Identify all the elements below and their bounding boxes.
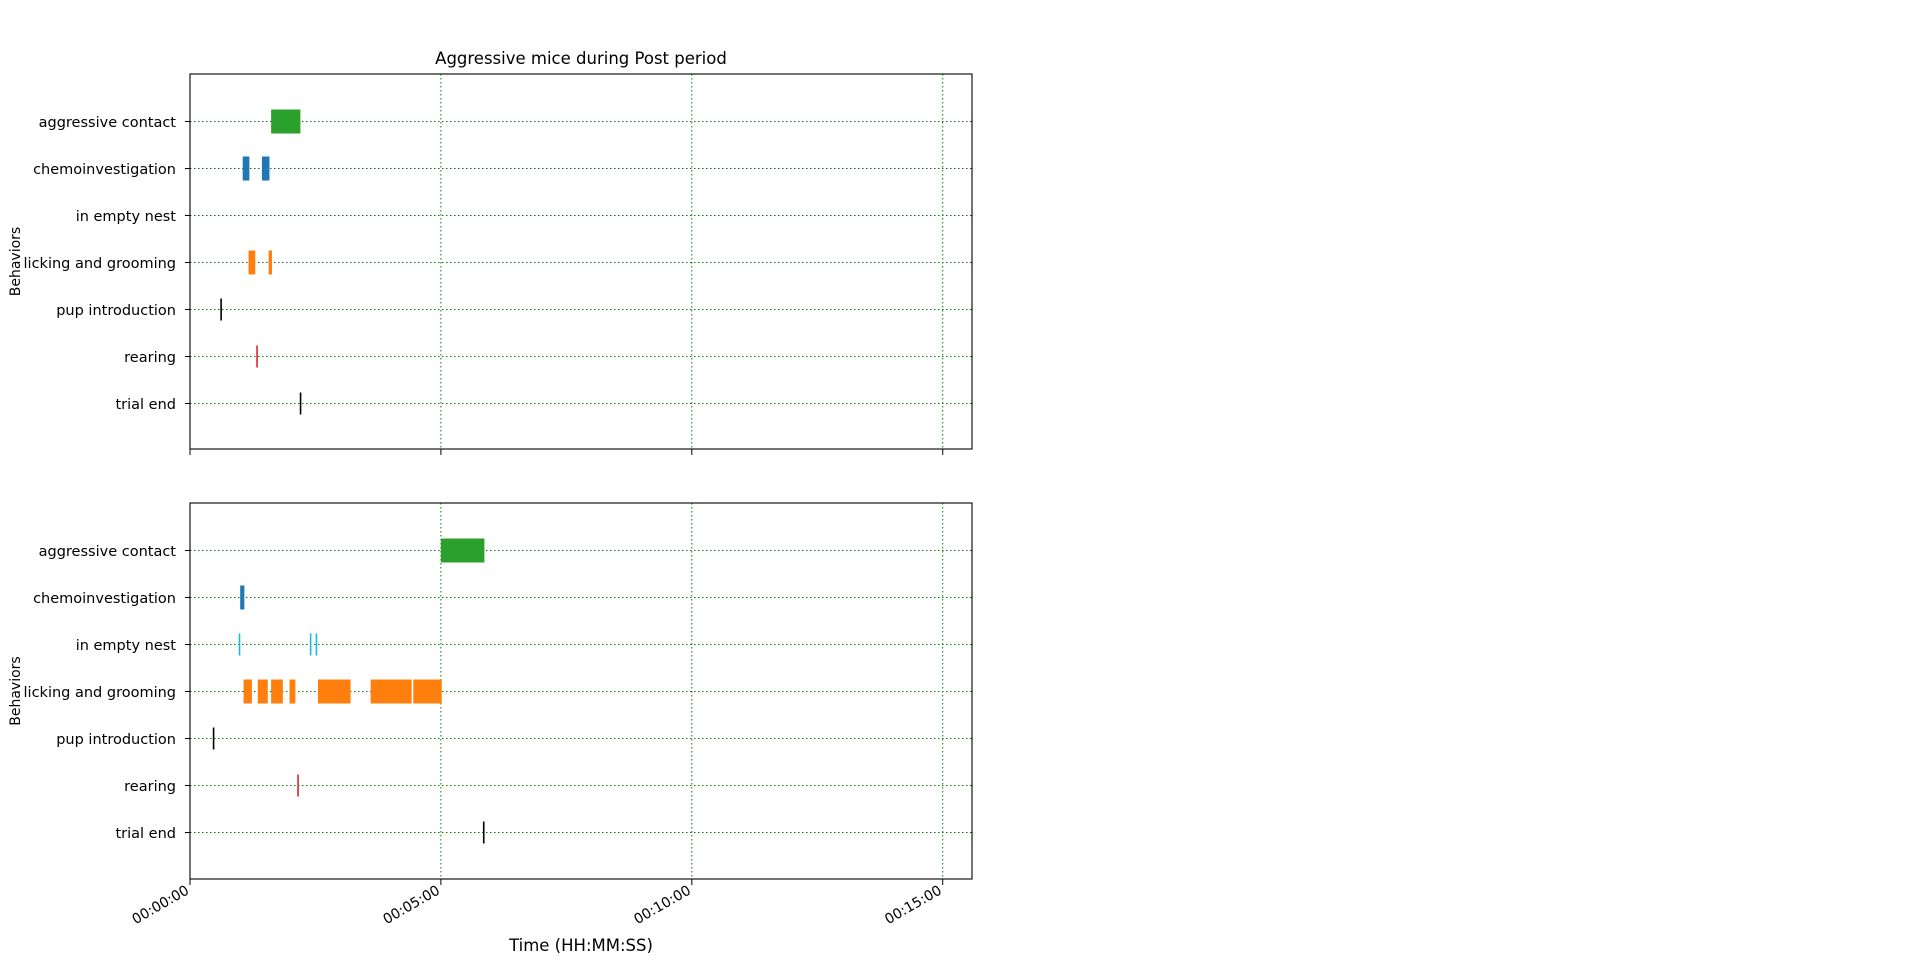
plot-frame [189, 502, 973, 880]
event-bar [289, 679, 296, 704]
event-bar [370, 679, 412, 704]
subplot-2: aggressive contact chemoinvestigation in e… [8, 502, 973, 928]
event-bar [271, 679, 283, 704]
chart-title: Aggressive mice during Post period [435, 49, 727, 68]
x-tick-label: 00:05:00 [380, 883, 442, 928]
plot-frame [189, 73, 973, 450]
event-bar [317, 679, 351, 704]
subplot-1: aggressive contact chemoinvestigation in e… [8, 73, 973, 455]
y-tick-label: chemoinvestigation [33, 591, 176, 607]
y-tick-label: pup introduction [56, 732, 176, 748]
event-bar [413, 679, 442, 704]
event-bar [261, 156, 270, 181]
x-tick-label: 00:15:00 [882, 883, 944, 928]
event-bar [268, 250, 272, 275]
x-tick-label: 00:00:00 [130, 883, 192, 928]
subplots: aggressive contact chemoinvestigation in e… [8, 73, 973, 928]
event-bar [257, 679, 268, 704]
event-bar [248, 250, 256, 275]
y-axis-label: Behaviors [8, 227, 24, 296]
y-tick-label: in empty nest [76, 209, 177, 225]
event-bar [440, 538, 485, 563]
event-bar [242, 156, 250, 181]
y-tick-label: aggressive contact [39, 115, 177, 131]
y-tick-label: trial end [115, 826, 176, 842]
y-tick-label: trial end [115, 397, 176, 413]
x-axis-label: Time (HH:MM:SS) [508, 936, 653, 955]
event-bar [271, 109, 301, 134]
y-tick-label: aggressive contact [39, 544, 177, 560]
x-tick-label: 00:10:00 [631, 883, 693, 928]
y-axis-label: Behaviors [8, 656, 24, 725]
y-tick-label: licking and grooming [24, 256, 176, 272]
y-tick-label: rearing [124, 350, 176, 366]
y-tick-label: pup introduction [56, 303, 176, 319]
event-bar [243, 679, 252, 704]
y-tick-label: licking and grooming [24, 685, 176, 701]
y-tick-label: chemoinvestigation [33, 162, 176, 178]
y-tick-label: in empty nest [76, 638, 177, 654]
y-tick-label: rearing [124, 779, 176, 795]
event-bar [240, 585, 245, 610]
